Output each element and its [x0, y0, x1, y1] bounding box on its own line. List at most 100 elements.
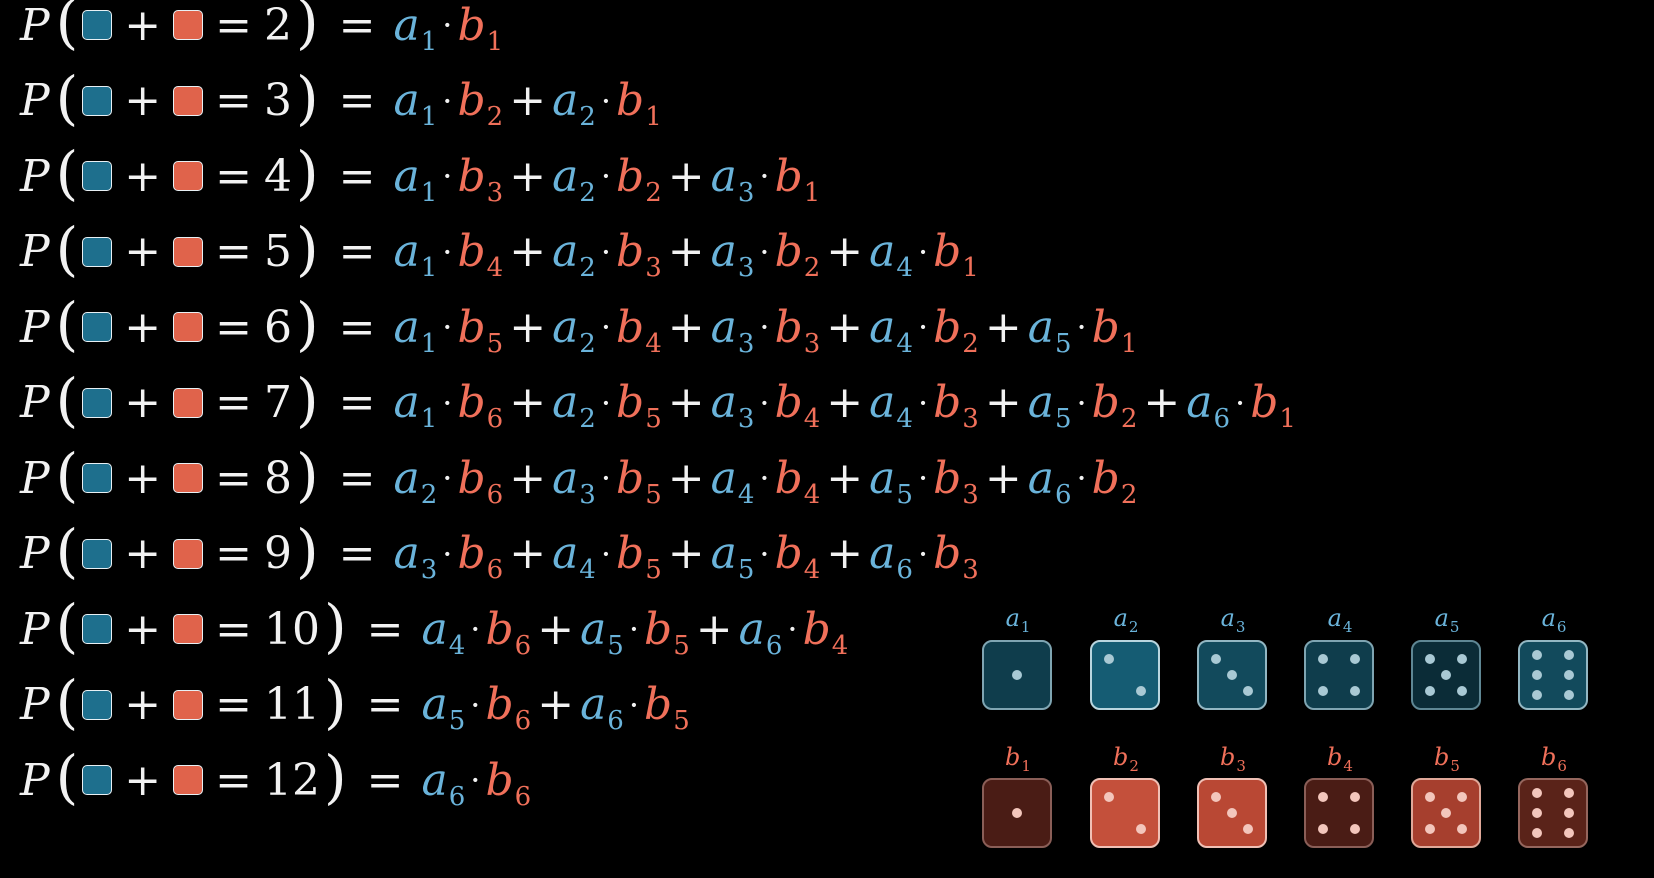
product-term: a6 · b2 — [1028, 453, 1138, 510]
var-b: b4 — [775, 528, 821, 585]
sum-of-products: a1 · b6 + a2 · b5 + a3 · b4 + a4 · b3 + a5 · b2 + a6 · b1 — [394, 377, 1296, 434]
var-a-letter: a — [580, 603, 607, 655]
sum-of-products: a2 · b6 + a3 · b5 + a4 · b4 + a5 · b3 + a6 · b2 — [394, 452, 1138, 510]
red-label-2: b2 — [1086, 743, 1166, 775]
product-term: a2 · b1 — [552, 75, 662, 132]
close-paren: ) — [296, 441, 319, 509]
var-a-subscript: 3 — [737, 253, 755, 283]
equals-sign: = — [215, 452, 252, 504]
red-die-6 — [1518, 778, 1588, 848]
main-equals-sign: = — [366, 754, 404, 806]
red-die-3 — [1197, 778, 1267, 848]
probability-symbol: P — [20, 226, 50, 277]
close-paren: ) — [296, 0, 319, 56]
die-pip — [1457, 791, 1468, 802]
var-b-letter: b — [616, 377, 645, 428]
var-b-letter: b — [457, 301, 486, 353]
main-equals-sign: = — [338, 0, 376, 51]
plus-sign: + — [124, 603, 162, 655]
multiply-dot: · — [442, 157, 453, 195]
var-b-subscript: 6 — [514, 630, 532, 661]
var-a-letter: a — [393, 0, 420, 51]
var-a: a6 — [1186, 377, 1230, 434]
term-plus: + — [826, 452, 864, 504]
var-b-letter: b — [1091, 301, 1120, 353]
var-b: b1 — [775, 151, 821, 208]
var-a-subscript: 2 — [579, 404, 596, 434]
var-a: a5 — [711, 528, 755, 585]
probability-symbol: P — [20, 754, 50, 806]
main-equals-sign: = — [338, 452, 376, 504]
var-a-letter: a — [710, 150, 737, 202]
probability-symbol: P — [20, 75, 50, 126]
var-b: b5 — [644, 679, 690, 736]
sum-of-products: a1 · b5 + a2 · b4 + a3 · b3 + a4 · b2 + a5 · b1 — [394, 301, 1138, 359]
var-b-letter: b — [485, 754, 514, 806]
var-a: a6 — [739, 604, 783, 661]
product-term: a3 · b1 — [710, 150, 821, 208]
var-b: b3 — [616, 226, 662, 283]
var-b: b2 — [775, 226, 821, 283]
var-b: b3 — [933, 453, 979, 510]
equation-row-2: P(+ = 2) = a1 · b1 — [20, 0, 503, 57]
die-pip — [1424, 686, 1435, 697]
var-a-letter: a — [710, 226, 737, 277]
var-b-subscript: 1 — [803, 177, 821, 208]
open-paren: ( — [55, 592, 79, 660]
term-plus: + — [509, 75, 547, 126]
probability-symbol: P — [20, 452, 50, 504]
probability-symbol: P — [20, 377, 50, 428]
die-pip — [1350, 824, 1361, 835]
blue-label-letter: a — [1005, 604, 1020, 632]
blue-label-1: a1 — [978, 604, 1058, 636]
var-a-letter: a — [552, 150, 579, 202]
red-die-square — [173, 614, 204, 644]
var-b-letter: b — [774, 452, 803, 504]
equation-row-10: P(+ = 10) = a4 · b6 + a5 · b5 + a6 · b4 — [20, 597, 848, 661]
die-pip — [1564, 827, 1575, 838]
var-b-subscript: 2 — [486, 102, 504, 132]
var-b-letter: b — [1250, 377, 1279, 428]
main-equals-sign: = — [338, 75, 376, 126]
var-b-letter: b — [616, 226, 645, 277]
var-a-subscript: 5 — [1054, 404, 1072, 434]
multiply-dot: · — [628, 610, 640, 648]
var-b: b4 — [802, 603, 849, 661]
term-plus: + — [984, 377, 1022, 428]
var-b-letter: b — [933, 377, 962, 428]
var-a-subscript: 1 — [420, 404, 438, 434]
equals-sign: = — [215, 754, 252, 806]
product-term: a3 · b5 — [552, 453, 662, 510]
var-b-letter: b — [616, 528, 645, 579]
plus-sign: + — [124, 226, 162, 277]
sum-value: 6 — [264, 301, 292, 353]
product-term: a5 · b5 — [580, 603, 690, 661]
main-equals-sign: = — [366, 679, 404, 730]
var-a: a2 — [552, 302, 596, 359]
main-equals-sign: = — [338, 301, 376, 353]
equals-sign: = — [215, 679, 252, 730]
multiply-dot: · — [442, 534, 453, 573]
var-b-subscript: 1 — [1279, 404, 1296, 434]
red-die-square — [173, 10, 204, 40]
var-a-subscript: 5 — [607, 630, 624, 661]
var-b-letter: b — [802, 603, 831, 655]
var-a: a5 — [869, 453, 913, 510]
product-term: a6 · b4 — [739, 603, 849, 661]
var-a: a2 — [552, 377, 596, 434]
die-pip — [1317, 791, 1328, 802]
red-die-square — [173, 387, 204, 418]
var-a: a1 — [393, 0, 438, 57]
var-b-subscript: 4 — [645, 328, 662, 359]
die-pip — [1103, 653, 1114, 664]
var-a-subscript: 5 — [896, 479, 913, 510]
equation-row-4: P(+ = 4) = a1 · b3 + a2 · b2 + a3 · b1 — [20, 144, 820, 208]
var-b-subscript: 4 — [486, 253, 504, 283]
var-a: a4 — [869, 226, 913, 283]
die-pip — [1564, 650, 1575, 661]
var-a-subscript: 2 — [579, 177, 596, 208]
var-a-letter: a — [393, 226, 420, 277]
blue-die-square — [82, 236, 113, 267]
die-pip — [1317, 653, 1328, 664]
multiply-dot: · — [442, 81, 453, 120]
